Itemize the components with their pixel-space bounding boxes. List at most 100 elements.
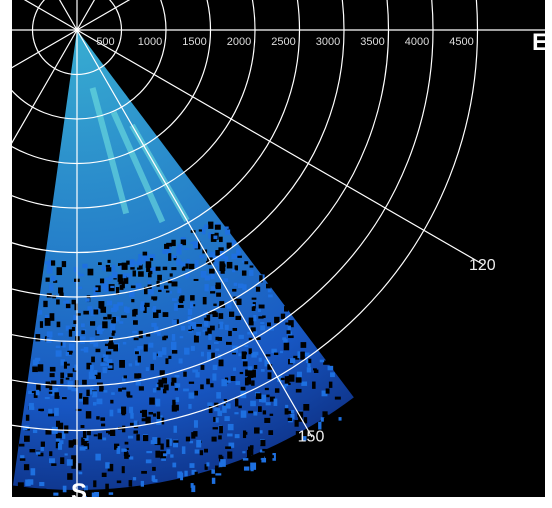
clutter	[256, 393, 262, 399]
clutter	[196, 332, 201, 336]
clutter	[49, 383, 52, 390]
clutter	[67, 373, 72, 377]
clutter	[210, 291, 215, 293]
clutter	[226, 342, 232, 345]
clutter	[285, 384, 289, 386]
clutter	[163, 312, 169, 317]
clutter	[109, 337, 113, 345]
clutter	[157, 412, 160, 419]
clutter	[284, 306, 288, 311]
clutter	[204, 284, 208, 291]
clutter	[248, 411, 253, 413]
clutter	[171, 281, 177, 286]
clutter	[112, 333, 115, 336]
clutter	[100, 363, 105, 366]
clutter	[56, 299, 60, 304]
clutter	[105, 462, 109, 468]
clutter	[225, 446, 231, 449]
sonar-display: 5001000150020002500300035004000450012015…	[0, 0, 552, 508]
clutter	[166, 439, 169, 447]
clutter	[29, 449, 35, 452]
clutter	[102, 473, 107, 477]
clutter	[320, 360, 324, 363]
clutter	[153, 306, 156, 312]
clutter	[241, 410, 247, 417]
clutter	[69, 352, 72, 355]
clutter	[38, 364, 44, 371]
clutter	[105, 484, 109, 491]
clutter	[288, 335, 294, 338]
clutter	[54, 392, 59, 399]
clutter	[144, 344, 148, 351]
clutter	[249, 270, 253, 276]
clutter	[256, 287, 260, 292]
clutter	[175, 388, 178, 391]
clutter	[211, 286, 215, 290]
clutter	[103, 358, 107, 362]
clutter	[81, 349, 85, 351]
clutter	[93, 287, 98, 290]
clutter	[20, 458, 25, 461]
clutter	[353, 408, 356, 415]
clutter	[213, 304, 216, 306]
clutter	[51, 260, 55, 265]
clutter	[240, 372, 243, 374]
clutter	[183, 389, 189, 392]
clutter	[51, 276, 56, 282]
clutter	[32, 488, 36, 494]
clutter	[185, 481, 189, 484]
clutter	[236, 299, 241, 305]
clutter	[264, 418, 270, 423]
clutter	[66, 378, 70, 380]
clutter	[97, 327, 103, 334]
clutter	[245, 369, 250, 376]
clutter	[339, 417, 342, 421]
clutter	[176, 397, 179, 402]
clutter	[67, 459, 73, 466]
clutter	[94, 370, 97, 375]
clutter	[94, 309, 99, 314]
clutter	[81, 439, 84, 442]
clutter	[235, 316, 241, 320]
clutter	[259, 358, 262, 362]
clutter	[150, 364, 154, 370]
clutter	[238, 406, 241, 409]
clutter	[275, 319, 278, 321]
clutter	[79, 393, 82, 399]
clutter	[80, 446, 86, 450]
clutter	[274, 399, 278, 406]
clutter	[125, 455, 130, 457]
clutter	[170, 273, 173, 276]
clutter	[239, 335, 244, 339]
clutter	[57, 267, 62, 275]
clutter	[259, 305, 265, 309]
clutter	[110, 400, 113, 404]
clutter	[224, 416, 229, 421]
clutter	[121, 315, 127, 318]
clutter	[75, 331, 80, 337]
clutter	[153, 388, 156, 392]
clutter	[59, 293, 63, 297]
clutter	[194, 279, 199, 281]
range-label: 3000	[316, 36, 340, 48]
clutter	[122, 263, 128, 270]
clutter	[83, 311, 89, 315]
clutter	[196, 440, 201, 448]
clutter	[274, 353, 278, 355]
clutter	[231, 254, 237, 259]
clutter	[172, 463, 176, 468]
clutter	[117, 302, 123, 305]
clutter	[138, 356, 141, 363]
clutter	[163, 453, 167, 456]
clutter	[191, 485, 195, 492]
clutter	[54, 408, 59, 416]
clutter	[219, 322, 223, 330]
clutter	[211, 353, 215, 359]
clutter	[98, 262, 102, 265]
clutter	[102, 266, 105, 271]
clutter	[202, 228, 206, 235]
clutter	[121, 449, 126, 452]
clutter	[149, 397, 155, 404]
clutter	[265, 388, 269, 390]
range-label: 1500	[182, 36, 206, 48]
